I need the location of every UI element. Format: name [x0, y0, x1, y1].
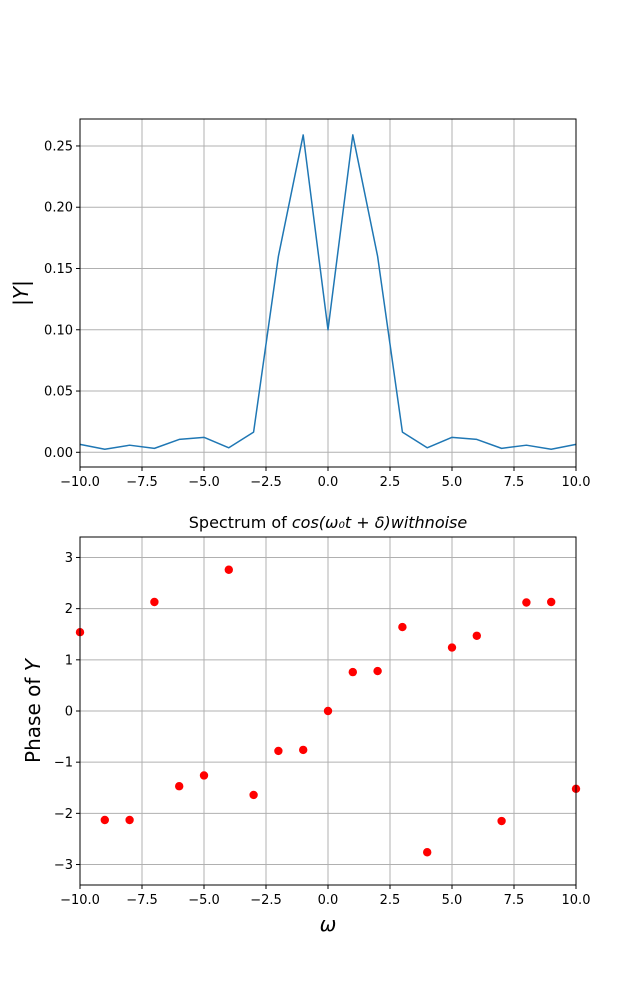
- x-tick-label: −10.0: [60, 893, 100, 908]
- x-tick-label: −7.5: [126, 475, 158, 490]
- y-tick-label: −2: [54, 807, 73, 822]
- phase-data-point: [323, 706, 333, 716]
- x-tick-label: 0.0: [318, 475, 339, 490]
- y-tick-label: 0: [65, 705, 73, 720]
- phase-data-point: [348, 667, 357, 677]
- x-tick-label: 5.0: [442, 475, 463, 490]
- y-tick-label: −1: [54, 756, 73, 771]
- phase-data-point: [100, 815, 110, 825]
- y-tick-label: 0.15: [44, 262, 73, 277]
- y-tick-label: 0.10: [44, 323, 73, 338]
- phase-data-point: [398, 622, 407, 632]
- phase-data-point: [472, 631, 481, 640]
- x-tick-label: −5.0: [188, 475, 220, 490]
- x-tick-label: 5.0: [442, 893, 463, 908]
- y-axis-label: |Y|: [9, 280, 33, 306]
- x-tick-label: 10.0: [562, 893, 591, 908]
- y-tick-label: 3: [65, 551, 73, 566]
- phase-data-point: [423, 848, 432, 857]
- x-tick-label: −5.0: [188, 893, 220, 908]
- phase-data-point: [299, 745, 308, 755]
- x-tick-label: 2.5: [380, 893, 401, 908]
- chart-title-prefix: Spectrum of: [189, 513, 292, 532]
- phase-data-point: [497, 816, 506, 826]
- x-tick-label: −2.5: [250, 475, 282, 490]
- x-tick-label: −7.5: [126, 893, 158, 908]
- y-tick-label: 0.05: [44, 385, 73, 400]
- phase-data-point: [522, 598, 531, 607]
- x-axis-label: ω: [320, 912, 337, 936]
- phase-data-point: [447, 643, 457, 652]
- y-axis-label: Phase of Y: [21, 657, 45, 763]
- magnitude-chart: −10.0 −7.5 −5.0 −2.5 0.0 2.5 5.0 7.5 10.0 0.00 0.0…: [9, 118, 591, 490]
- magnitude-series-line: [79, 134, 577, 450]
- x-tick-label: 10.0: [562, 475, 591, 490]
- x-tick-label: 7.5: [504, 893, 525, 908]
- phase-data-point: [274, 746, 283, 756]
- phase-data-point: [175, 782, 184, 791]
- phase-data-point: [547, 597, 556, 607]
- phase-data-point: [125, 815, 134, 825]
- y-axis-label-text: Phase of: [21, 671, 45, 763]
- phase-data-point: [150, 597, 159, 607]
- y-tick-label: 2: [65, 602, 73, 617]
- phase-data-point: [249, 790, 258, 800]
- y-tick-label: −3: [54, 858, 73, 873]
- x-tick-label: 2.5: [380, 475, 401, 490]
- y-tick-label: 0.00: [44, 446, 73, 461]
- x-tick-label: −10.0: [60, 475, 100, 490]
- x-tick-label: 0.0: [318, 893, 339, 908]
- chart-title-math: cos(ω₀t + δ)withnoise: [292, 513, 468, 532]
- phase-chart: −10.0 −7.5 −5.0 −2.5 0.0 2.5 5.0 7.5 10.0 −3 −2 −1 0…: [21, 513, 590, 936]
- y-tick-label: 0.20: [44, 201, 73, 216]
- y-tick-label: 0.25: [44, 139, 73, 154]
- phase-data-point: [224, 565, 233, 574]
- x-tick-label: 7.5: [504, 475, 525, 490]
- y-tick-label: 1: [65, 653, 73, 668]
- x-tick-label: −2.5: [250, 893, 282, 908]
- y-axis-label-variable: Y: [21, 657, 45, 671]
- chart-title: Spectrum of cos(ω₀t + δ)withnoise: [189, 513, 468, 532]
- phase-data-point: [373, 666, 382, 676]
- phase-data-point: [199, 771, 209, 780]
